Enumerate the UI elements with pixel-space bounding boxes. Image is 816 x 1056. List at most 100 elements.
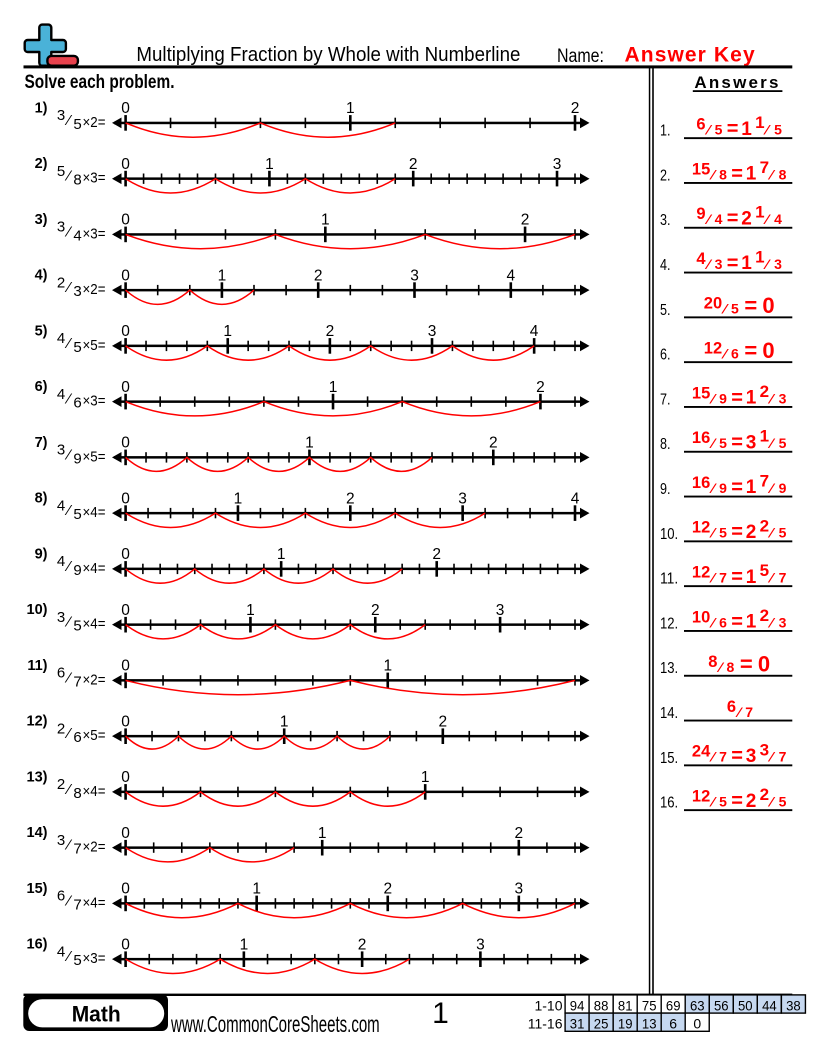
svg-text:12: 12 — [692, 564, 710, 582]
svg-text:5: 5 — [779, 435, 787, 451]
svg-text:⁄: ⁄ — [64, 391, 73, 408]
svg-text:9: 9 — [73, 562, 81, 579]
svg-text:⁄: ⁄ — [709, 570, 717, 586]
svg-text:⁄: ⁄ — [709, 166, 717, 182]
svg-text:8.: 8. — [660, 436, 671, 453]
svg-text:9.: 9. — [660, 481, 671, 498]
svg-text:⁄: ⁄ — [64, 446, 73, 463]
svg-text:×2=: ×2= — [83, 114, 106, 131]
svg-text:1: 1 — [218, 267, 227, 284]
svg-text:5: 5 — [719, 435, 727, 451]
svg-text:×5=: ×5= — [83, 727, 106, 744]
svg-text:⁄: ⁄ — [64, 279, 73, 296]
svg-text:3: 3 — [514, 881, 523, 898]
svg-text:=: = — [731, 387, 743, 409]
svg-text:⁄: ⁄ — [709, 614, 717, 630]
svg-text:3: 3 — [496, 602, 505, 619]
svg-text:8: 8 — [727, 659, 735, 675]
svg-text:⁄: ⁄ — [767, 166, 775, 182]
svg-text:8: 8 — [73, 785, 81, 802]
svg-text:×4=: ×4= — [83, 783, 106, 800]
svg-text:31: 31 — [570, 1016, 585, 1032]
svg-text:6: 6 — [73, 395, 81, 412]
svg-text:3: 3 — [774, 256, 782, 272]
svg-text:12: 12 — [704, 340, 722, 358]
svg-text:0: 0 — [121, 323, 130, 340]
svg-text:=: = — [731, 790, 743, 812]
svg-text:1: 1 — [741, 253, 752, 274]
svg-text:2: 2 — [57, 720, 65, 737]
svg-text:9): 9) — [35, 546, 48, 562]
svg-text:0: 0 — [121, 769, 130, 786]
svg-text:1: 1 — [280, 713, 289, 730]
svg-text:5: 5 — [73, 339, 81, 356]
svg-text:4: 4 — [57, 386, 65, 403]
svg-text:0: 0 — [121, 546, 130, 563]
svg-text:5: 5 — [779, 525, 787, 541]
svg-text:1: 1 — [746, 164, 757, 185]
svg-text:2: 2 — [536, 379, 545, 396]
svg-text:2: 2 — [438, 713, 447, 730]
svg-text:⁄: ⁄ — [709, 390, 717, 406]
svg-text:25: 25 — [594, 1016, 609, 1032]
svg-text:⁄: ⁄ — [64, 502, 73, 519]
svg-text:88: 88 — [594, 997, 609, 1013]
svg-text:5: 5 — [73, 506, 81, 523]
svg-text:3: 3 — [57, 832, 65, 849]
svg-text:14.: 14. — [660, 705, 678, 722]
svg-text:1: 1 — [305, 435, 314, 452]
svg-text:7.: 7. — [660, 391, 671, 408]
svg-text:4.: 4. — [660, 257, 671, 274]
svg-text:×5=: ×5= — [83, 337, 106, 354]
svg-text:2: 2 — [314, 267, 323, 284]
svg-text:8: 8 — [719, 166, 727, 182]
svg-text:7: 7 — [73, 896, 81, 913]
svg-text:0: 0 — [762, 338, 774, 363]
svg-text:5: 5 — [715, 122, 723, 138]
svg-text:0: 0 — [121, 602, 130, 619]
svg-text:⁄: ⁄ — [709, 435, 717, 451]
svg-text:3: 3 — [57, 107, 65, 124]
svg-text:1: 1 — [252, 881, 261, 898]
svg-text:11-16: 11-16 — [528, 1016, 563, 1032]
svg-text:9: 9 — [696, 205, 705, 223]
svg-text:www.CommonCoreSheets.com: www.CommonCoreSheets.com — [170, 1011, 379, 1037]
svg-text:5: 5 — [774, 122, 782, 138]
svg-text:1: 1 — [421, 769, 430, 786]
svg-text:6): 6) — [35, 379, 48, 395]
svg-text:1: 1 — [760, 427, 769, 446]
svg-text:2: 2 — [521, 212, 530, 229]
svg-text:7: 7 — [760, 158, 769, 177]
svg-text:5: 5 — [779, 794, 787, 810]
svg-text:7: 7 — [760, 472, 769, 491]
svg-text:×3=: ×3= — [83, 225, 106, 242]
svg-text:⁄: ⁄ — [763, 211, 771, 227]
svg-text:=: = — [744, 338, 757, 363]
svg-text:2: 2 — [741, 208, 752, 229]
svg-text:2: 2 — [760, 382, 769, 401]
svg-text:1: 1 — [746, 477, 757, 498]
svg-text:3: 3 — [779, 390, 787, 406]
svg-text:1: 1 — [277, 546, 286, 563]
svg-text:1: 1 — [223, 323, 232, 340]
svg-text:3: 3 — [746, 746, 757, 767]
svg-text:44: 44 — [762, 997, 777, 1013]
svg-text:0: 0 — [121, 379, 130, 396]
svg-text:⁄: ⁄ — [763, 122, 771, 138]
svg-text:⁄: ⁄ — [716, 659, 724, 675]
svg-text:7: 7 — [73, 673, 81, 690]
svg-text:7: 7 — [719, 570, 727, 586]
svg-text:⁄: ⁄ — [709, 480, 717, 496]
svg-text:⁄: ⁄ — [704, 211, 712, 227]
svg-text:4: 4 — [715, 211, 723, 227]
svg-text:24: 24 — [692, 743, 711, 761]
svg-text:3: 3 — [458, 490, 467, 507]
svg-text:1: 1 — [240, 936, 249, 953]
svg-text:4: 4 — [696, 250, 706, 268]
svg-text:1-10: 1-10 — [534, 997, 562, 1013]
svg-text:50: 50 — [738, 997, 753, 1013]
svg-text:2: 2 — [358, 936, 367, 953]
svg-text:56: 56 — [714, 997, 729, 1013]
svg-text:2: 2 — [371, 602, 380, 619]
svg-text:⁄: ⁄ — [64, 669, 73, 686]
